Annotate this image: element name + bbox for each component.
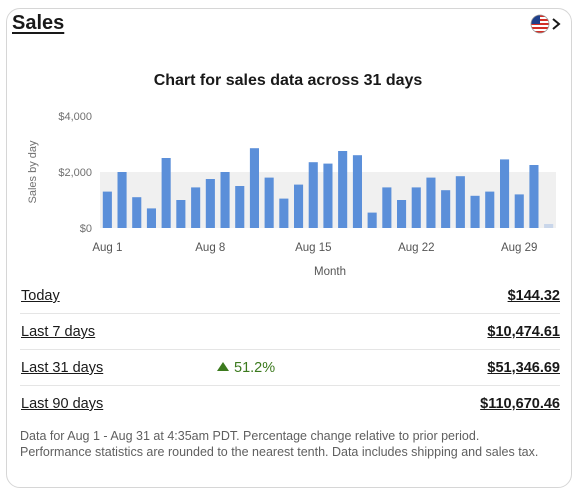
page-title[interactable]: Sales: [12, 12, 65, 34]
chart-bar: [132, 197, 142, 228]
last-31-days-link[interactable]: Last 31 days: [21, 360, 104, 376]
chart-bar: [220, 172, 230, 228]
chart-bar: [205, 179, 215, 228]
chart-bar: [117, 172, 127, 228]
chart-bar: [352, 155, 362, 228]
last-7-days-value[interactable]: $10,474.61: [487, 324, 560, 340]
chevron-right-icon: [552, 18, 561, 30]
chart-bar: [102, 191, 112, 228]
x-axis-label: Month: [314, 266, 346, 278]
chart-bar: [485, 191, 495, 228]
percent-change-value: 51.2%: [234, 360, 276, 376]
chart-bar: [176, 200, 186, 228]
today-value[interactable]: $144.32: [507, 288, 560, 304]
x-tick-label: Aug 29: [501, 242, 537, 254]
chart-bar: [146, 208, 156, 228]
chart-bar: [514, 194, 524, 228]
summary-row-last-90-days: Last 90 days $110,670.46: [20, 386, 560, 422]
chart-bar: [470, 195, 480, 228]
chart-bar: [397, 200, 407, 228]
chart-bar: [500, 159, 510, 228]
chart-bar: [455, 176, 465, 228]
chart-bar: [426, 177, 436, 228]
chart-title: Chart for sales data across 31 days: [153, 72, 423, 89]
chart-bar: [191, 187, 201, 228]
chart-bar: [235, 186, 245, 228]
chart-bar: [367, 212, 377, 228]
chart-bar: [308, 162, 318, 228]
summary-row-last-7-days: Last 7 days $10,474.61: [20, 314, 560, 350]
sales-summary: Today $144.32 Last 7 days $10,474.61 Las…: [20, 278, 560, 422]
chart-bar: [323, 163, 333, 228]
chart-bar: [249, 148, 259, 228]
y-tick-label: $0: [80, 223, 92, 235]
chart-bar: [382, 187, 392, 228]
last-90-days-link[interactable]: Last 90 days: [21, 396, 104, 412]
chart-bar: [529, 165, 539, 228]
percent-change: 51.2%: [217, 360, 275, 376]
y-axis-label: Sales by day: [27, 140, 39, 203]
chart-bar: [441, 190, 451, 228]
region-selector-button[interactable]: [530, 12, 564, 36]
x-tick-label: Aug 22: [398, 242, 434, 254]
chart-bar: [544, 224, 554, 228]
sales-card: [6, 8, 572, 488]
us-flag-icon: [530, 14, 550, 34]
chart-bar: [294, 184, 304, 228]
chart-bar: [161, 158, 171, 228]
footnote: Data for Aug 1 - Aug 31 at 4:35am PDT. P…: [20, 429, 539, 459]
chart-bar: [411, 187, 421, 228]
up-arrow-icon: [217, 362, 229, 371]
x-tick-label: Aug 1: [92, 242, 122, 254]
summary-row-today: Today $144.32: [20, 278, 560, 314]
y-tick-label: $4,000: [58, 111, 92, 123]
last-31-days-value[interactable]: $51,346.69: [487, 360, 560, 376]
last-7-days-link[interactable]: Last 7 days: [21, 324, 96, 340]
chart-bar: [338, 151, 348, 228]
x-tick-label: Aug 15: [295, 242, 331, 254]
y-tick-label: $2,000: [58, 167, 92, 179]
chart-bar: [279, 198, 289, 228]
x-tick-label: Aug 8: [195, 242, 225, 254]
sales-bar-chart: $0 $2,000 $4,000 Sales by day Aug 1 Aug 8 Aug …: [27, 111, 556, 278]
chart-bar: [264, 177, 274, 228]
last-90-days-value[interactable]: $110,670.46: [480, 396, 560, 412]
summary-row-last-31-days: Last 31 days 51.2% $51,346.69: [20, 350, 560, 386]
today-link[interactable]: Today: [21, 288, 60, 304]
